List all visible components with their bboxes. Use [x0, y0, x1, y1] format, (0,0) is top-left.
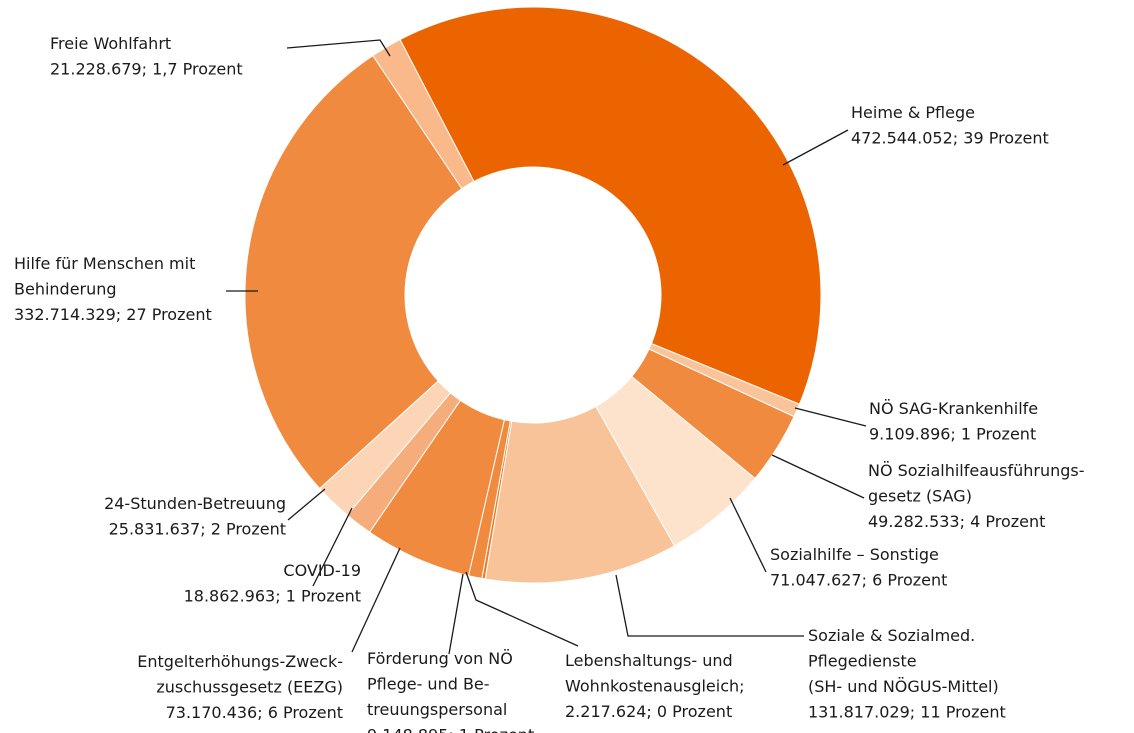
value-label: 71.047.627; 6 Prozent — [770, 571, 947, 590]
category-label: Behinderung — [14, 280, 117, 299]
value-label: 73.170.436; 6 Prozent — [166, 703, 343, 722]
category-label: zuschussgesetz (EEZG) — [156, 678, 343, 697]
category-label: COVID-19 — [283, 561, 361, 580]
category-label: Pflege- und Be- — [367, 675, 490, 694]
category-label: Sozialhilfe – Sonstige — [770, 545, 939, 564]
category-label: gesetz (SAG) — [868, 487, 972, 506]
category-label: Freie Wohlfahrt — [50, 34, 171, 53]
slice — [372, 38, 475, 190]
value-label: 21.228.679; 1,7 Prozent — [50, 60, 243, 79]
category-label: Soziale & Sozialmed. — [808, 626, 975, 645]
leader-line — [465, 571, 579, 647]
value-label: 9.109.896; 1 Prozent — [869, 425, 1036, 444]
category-label: Pflegedienste — [808, 652, 917, 671]
value-label: 49.282.533; 4 Prozent — [868, 512, 1045, 531]
leader-line — [794, 407, 867, 427]
category-label: NÖ SAG-Krankenhilfe — [869, 399, 1038, 418]
value-label: 472.544.052; 39 Prozent — [851, 129, 1049, 148]
category-label: Hilfe für Menschen mit — [14, 254, 195, 273]
category-label: 24-Stunden-Betreuung — [104, 494, 286, 513]
value-label: 9.148.895; 1 Prozent — [367, 726, 534, 733]
value-label: 25.831.637; 2 Prozent — [109, 520, 286, 539]
leader-line — [729, 497, 767, 573]
leader-line — [287, 488, 326, 521]
category-label: Wohnkostenausgleich; — [565, 677, 745, 696]
value-label: 131.817.029; 11 Prozent — [808, 703, 1006, 722]
category-label: (SH- und NÖGUS-Mittel) — [808, 677, 999, 696]
value-label: 332.714.329; 27 Prozent — [14, 305, 212, 324]
leader-line — [448, 573, 464, 655]
value-label: 2.217.624; 0 Prozent — [565, 702, 732, 721]
leader-line — [351, 547, 401, 653]
slice — [399, 6, 822, 405]
value-label: 18.862.963; 1 Prozent — [184, 587, 361, 606]
category-label: Entgelterhöhungs-Zweck- — [137, 652, 343, 671]
leader-line — [615, 574, 804, 637]
category-label: treuungspersonal — [367, 700, 507, 719]
category-label: Förderung von NÖ — [367, 649, 513, 668]
leader-line — [771, 454, 865, 499]
category-label: Heime & Pflege — [851, 103, 975, 122]
category-label: Lebenshaltungs- und — [565, 651, 733, 670]
leader-line — [286, 39, 391, 57]
slice — [244, 54, 463, 490]
leader-line — [782, 129, 849, 166]
category-label: NÖ Sozialhilfeausführungs- — [868, 461, 1085, 480]
leader-line — [312, 507, 353, 587]
